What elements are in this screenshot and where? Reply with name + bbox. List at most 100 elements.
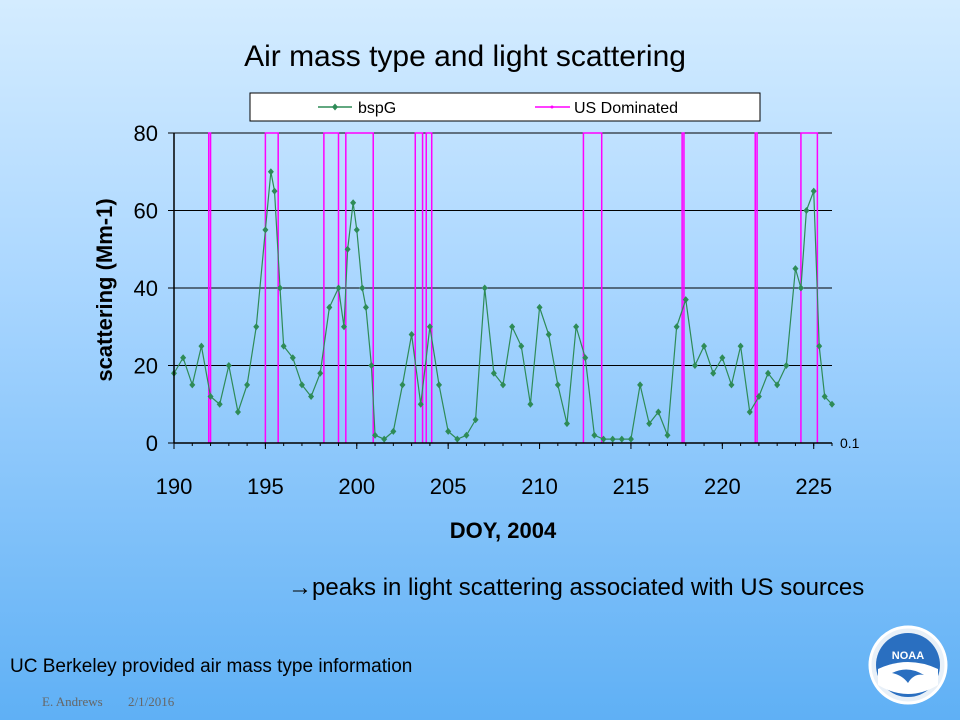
bspg-point bbox=[262, 226, 269, 234]
series-bspg bbox=[171, 168, 835, 443]
y-tick-label: 0 bbox=[146, 431, 158, 456]
bspg-point bbox=[372, 431, 379, 439]
date: 2/1/2016 bbox=[128, 694, 175, 709]
bspg-point bbox=[646, 420, 653, 428]
bspg-point bbox=[436, 381, 443, 389]
bspg-point bbox=[810, 187, 817, 195]
bspg-point bbox=[189, 381, 196, 389]
bspg-point bbox=[582, 354, 589, 362]
noaa-logo-icon: NOAA bbox=[868, 625, 948, 705]
bspg-point bbox=[655, 408, 662, 416]
bspg-point bbox=[335, 284, 342, 292]
arrow-icon: → bbox=[288, 574, 312, 601]
bspg-point bbox=[509, 323, 516, 331]
bspg-point bbox=[481, 284, 488, 292]
bspg-point bbox=[277, 284, 284, 292]
bspg-point bbox=[472, 416, 479, 424]
bspg-point bbox=[271, 187, 278, 195]
legend-marker-bspg bbox=[332, 103, 338, 111]
bspg-point bbox=[600, 435, 607, 443]
bspg-point bbox=[792, 265, 799, 273]
bspg-point bbox=[691, 362, 698, 369]
bspg-point bbox=[326, 303, 333, 311]
bspg-point bbox=[755, 393, 762, 400]
us-dominated-segment bbox=[414, 132, 424, 443]
y-tick-label: 40 bbox=[134, 276, 158, 301]
legend-label-bspg: bspG bbox=[358, 100, 396, 117]
bspg-point bbox=[573, 323, 580, 331]
right-axis-label: 0.1 bbox=[840, 435, 860, 451]
bspg-point bbox=[637, 381, 644, 389]
x-tick-label: 225 bbox=[795, 474, 832, 499]
bspg-point bbox=[408, 331, 415, 338]
legend: bspG US Dominated bbox=[249, 92, 761, 122]
us-dominated-segment bbox=[681, 132, 685, 443]
author: E. Andrews bbox=[42, 694, 103, 709]
x-tick-label: 215 bbox=[613, 474, 650, 499]
bspg-point bbox=[362, 303, 369, 311]
bspg-point bbox=[463, 431, 470, 439]
note-text: peaks in light scattering associated wit… bbox=[312, 574, 865, 601]
bspg-point bbox=[454, 435, 461, 443]
bspg-point bbox=[216, 400, 223, 408]
bspg-point bbox=[563, 420, 570, 428]
bspg-point bbox=[545, 331, 552, 338]
bspg-point bbox=[244, 381, 251, 389]
bspg-point bbox=[445, 427, 452, 435]
bspg-point bbox=[518, 342, 525, 350]
bspg-point bbox=[198, 342, 205, 350]
bspg-point bbox=[701, 342, 708, 350]
bspg-point bbox=[390, 427, 397, 435]
bspg-point bbox=[298, 381, 305, 389]
bspg-point bbox=[399, 381, 406, 389]
bspg-point bbox=[234, 408, 241, 416]
axes: 0 20 40 60 80 190 195 200 205 210 215 220 225 bbox=[134, 121, 833, 499]
bspg-point bbox=[280, 342, 287, 350]
bspg-point bbox=[490, 369, 497, 377]
note: →peaks in light scattering associated wi… bbox=[288, 574, 864, 602]
y-tick-label: 80 bbox=[134, 121, 158, 146]
bspg-point bbox=[554, 381, 561, 389]
bspg-point bbox=[618, 435, 625, 443]
bspg-point bbox=[682, 296, 689, 304]
bspg-point bbox=[829, 400, 835, 408]
bspg-point bbox=[207, 393, 214, 400]
us-dominated-segment bbox=[207, 132, 212, 443]
y-tick-label: 20 bbox=[134, 354, 158, 379]
x-tick-label: 190 bbox=[156, 474, 193, 499]
bspg-point bbox=[500, 381, 506, 389]
x-tick-label: 210 bbox=[521, 474, 558, 499]
bspg-point bbox=[536, 303, 543, 311]
bspg-point bbox=[821, 393, 828, 400]
y-axis-label: scattering (Mm-1) bbox=[92, 198, 117, 381]
legend-marker-us bbox=[550, 105, 554, 109]
bspg-point bbox=[710, 369, 717, 377]
bspg-point bbox=[359, 284, 366, 292]
bspg-point bbox=[609, 435, 616, 443]
bspg-point bbox=[253, 323, 260, 331]
x-axis-label: DOY, 2004 bbox=[450, 518, 557, 543]
bspg-point bbox=[765, 369, 772, 377]
bspg-point bbox=[225, 362, 232, 369]
us-dominated-segment bbox=[754, 132, 758, 443]
bspg-point bbox=[797, 284, 804, 292]
bspg-point bbox=[527, 400, 534, 408]
bspg-point bbox=[664, 431, 671, 439]
x-tick-label: 200 bbox=[338, 474, 375, 499]
bspg-point bbox=[627, 435, 634, 443]
slide-title: Air mass type and light scattering bbox=[244, 40, 686, 73]
x-tick-label: 205 bbox=[430, 474, 467, 499]
bspg-point bbox=[774, 381, 781, 389]
bspg-point bbox=[728, 381, 735, 389]
us-dominated-segment bbox=[582, 132, 603, 443]
bspg-point bbox=[289, 354, 296, 362]
bspg-point bbox=[381, 435, 388, 443]
bspg-point bbox=[417, 400, 424, 408]
logo-text: NOAA bbox=[892, 650, 924, 662]
bspg-line bbox=[173, 171, 833, 440]
bspg-point bbox=[719, 354, 726, 362]
bspg-point bbox=[350, 199, 357, 207]
bspg-point bbox=[344, 245, 351, 253]
x-tick-label: 220 bbox=[704, 474, 741, 499]
